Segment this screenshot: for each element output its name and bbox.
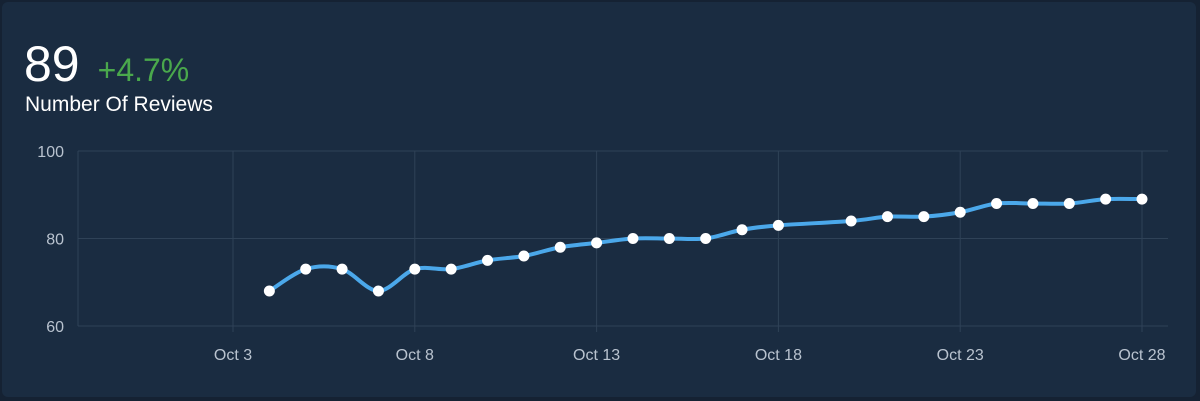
data-point [772, 219, 784, 231]
data-point [991, 198, 1003, 209]
data-point [1100, 193, 1112, 205]
data-point [954, 206, 966, 218]
data-point [409, 263, 421, 275]
points-layer [263, 193, 1148, 297]
data-point [663, 233, 675, 244]
grid-layer [77, 150, 1168, 332]
data-point [1027, 198, 1039, 209]
data-point [918, 211, 930, 223]
data-point [845, 215, 857, 227]
data-point [300, 263, 312, 275]
data-point [1063, 198, 1075, 209]
data-point [700, 233, 712, 244]
data-point [482, 254, 494, 266]
metric-headline: 89 +4.7% [24, 36, 189, 92]
y-tick-label: 80 [46, 232, 64, 249]
metric-label: Number Of Reviews [25, 93, 213, 116]
data-point [336, 263, 348, 275]
x-tick-label: Oct 3 [214, 347, 252, 364]
data-point [263, 285, 275, 297]
axis-labels-layer: 60 80 100 Oct 3 Oct 8 Oct 13 Oct 18 Oct 23 Oct 2… [37, 144, 1165, 364]
data-point [591, 237, 603, 249]
x-tick-label: Oct 28 [1118, 347, 1165, 364]
x-tick-label: Oct 23 [937, 347, 984, 364]
series-line [267, 196, 1144, 293]
data-point [1136, 193, 1148, 205]
x-tick-label: Oct 8 [396, 347, 434, 364]
data-point [445, 263, 457, 275]
y-tick-label: 100 [37, 144, 64, 161]
data-point [554, 241, 566, 253]
data-point [881, 211, 893, 223]
data-point [627, 233, 639, 244]
x-tick-label: Oct 13 [573, 347, 620, 364]
data-point [372, 285, 384, 297]
y-tick-label: 60 [46, 319, 64, 336]
metric-change: +4.7% [97, 52, 190, 88]
x-tick-label: Oct 18 [755, 347, 802, 364]
data-point [518, 250, 530, 262]
metric-value: 89 [24, 36, 80, 92]
data-point [736, 224, 748, 236]
